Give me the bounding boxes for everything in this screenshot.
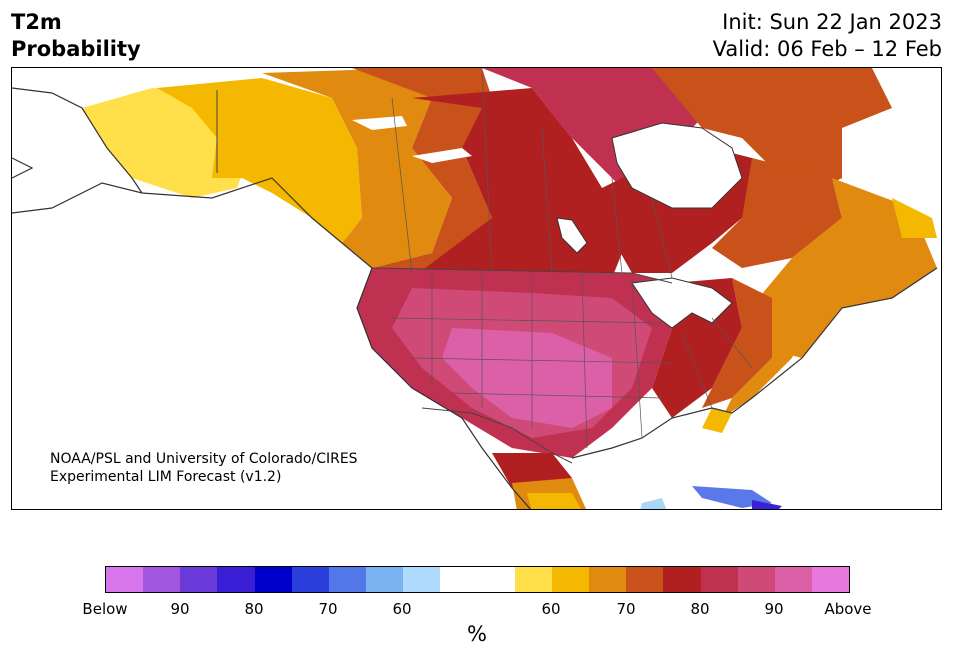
valid-dates: Valid: 06 Feb – 12 Feb xyxy=(712,37,942,61)
probability-map: NOAA/PSL and University of Colorado/CIRE… xyxy=(11,67,942,510)
state-lines xyxy=(391,68,753,449)
tick-below: Below xyxy=(82,600,128,618)
us-canada-border xyxy=(371,267,673,284)
colorbar-segment-15 xyxy=(663,567,701,592)
tick-above-60: 60 xyxy=(541,600,561,618)
region-below-80-cuba xyxy=(752,500,782,509)
great-bear-lake xyxy=(352,116,407,130)
title-line-2: Probability xyxy=(11,37,141,61)
colorbar-segment-8 xyxy=(403,567,441,592)
colorbar-segment-7 xyxy=(366,567,404,592)
map-title: T2m Probability xyxy=(11,9,141,63)
region-above-65-nw xyxy=(262,68,452,268)
colorbar-unit: % xyxy=(467,622,487,646)
colorbar-segment-18 xyxy=(774,567,812,592)
colorbar-segment-12 xyxy=(551,567,590,592)
colorbar-segment-16 xyxy=(700,567,738,592)
region-above-60 xyxy=(157,78,362,243)
great-slave-lake xyxy=(412,148,472,163)
colorbar xyxy=(105,566,850,593)
colorbar-segment-1 xyxy=(143,567,181,592)
colorbar-segment-13 xyxy=(589,567,627,592)
init-date: Init: Sun 22 Jan 2023 xyxy=(722,10,942,34)
region-above-70-quebec xyxy=(712,158,842,268)
colorbar-segment-11 xyxy=(514,567,552,592)
tick-above-80: 80 xyxy=(690,600,710,618)
colorbar-segment-0 xyxy=(106,567,144,592)
tick-below-90: 90 xyxy=(170,600,190,618)
tick-below-70: 70 xyxy=(318,600,338,618)
colorbar-segment-10 xyxy=(477,567,515,592)
lake-winnipeg xyxy=(556,217,588,254)
tick-above-90: 90 xyxy=(764,600,784,618)
tick-below-80: 80 xyxy=(244,600,264,618)
tick-below-60: 60 xyxy=(392,600,412,618)
map-canvas xyxy=(12,68,938,509)
title-line-1: T2m xyxy=(11,10,62,34)
forecast-dates: Init: Sun 22 Jan 2023 Valid: 06 Feb – 12… xyxy=(713,9,942,63)
alaska-outline xyxy=(12,87,143,194)
tick-above-70: 70 xyxy=(616,600,636,618)
coastline xyxy=(12,177,938,509)
colorbar-segment-2 xyxy=(180,567,218,592)
region-above-90-us xyxy=(442,328,612,428)
region-above-60-southeast xyxy=(702,408,732,433)
region-below-60-yucatan xyxy=(640,498,667,509)
colorbar-segment-5 xyxy=(291,567,329,592)
colorbar-segment-6 xyxy=(328,567,367,592)
colorbar-segment-14 xyxy=(626,567,664,592)
region-above-60-mexico xyxy=(527,493,581,509)
colorbar-segment-3 xyxy=(217,567,255,592)
great-lakes xyxy=(631,277,733,329)
colorbar-segment-9 xyxy=(440,567,478,592)
region-above-70-east xyxy=(652,68,892,198)
us-mexico-border xyxy=(421,407,573,464)
region-above-65-eastus xyxy=(722,298,812,418)
hudson-bay xyxy=(611,122,743,209)
credit-line-1: NOAA/PSL and University of Colorado/CIRE… xyxy=(50,451,358,467)
region-above-70-nw xyxy=(352,68,492,273)
credit-line-2: Experimental LIM Forecast (v1.2) xyxy=(50,469,282,485)
credit-text: NOAA/PSL and University of Colorado/CIRE… xyxy=(50,450,358,486)
colorbar-segment-4 xyxy=(254,567,292,592)
tick-above: Above xyxy=(824,600,872,618)
colorbar-segment-19 xyxy=(811,567,850,592)
region-above-60-maritimes xyxy=(892,198,937,238)
colorbar-segment-17 xyxy=(737,567,775,592)
